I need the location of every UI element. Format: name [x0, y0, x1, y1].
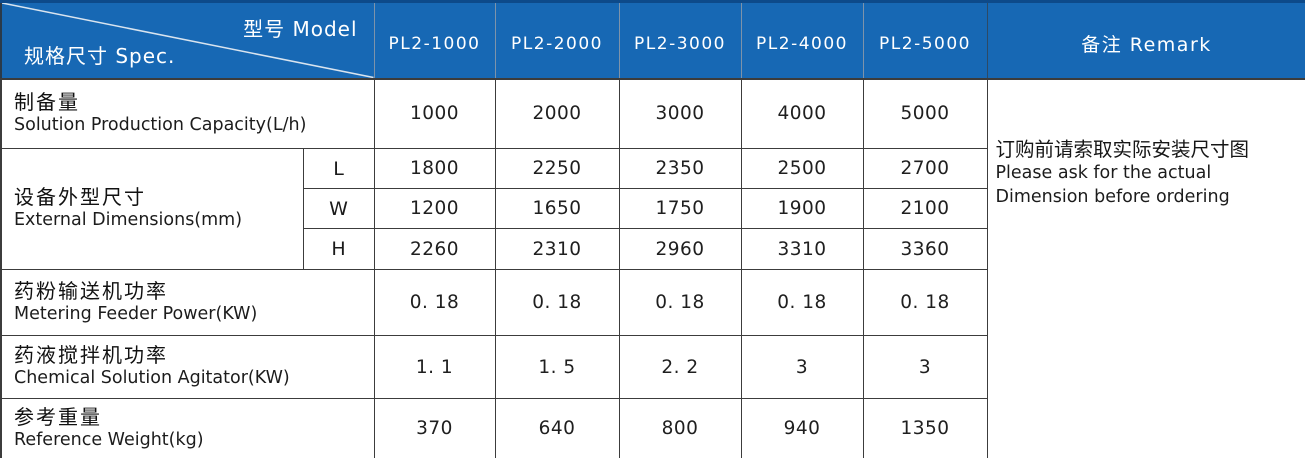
label-feeder-power: 药粉输送机功率 Metering Feeder Power(KW)	[0, 269, 375, 336]
label-en: Chemical Solution Agitator(KW)	[14, 368, 290, 388]
dim-w-pl2-2000: 1650	[494, 188, 620, 229]
row-agitator-power: 药液搅拌机功率 Chemical Solution Agitator(KW) 1…	[0, 335, 1305, 399]
agitator-power-pl2-1000: 1. 1	[373, 335, 496, 399]
agitator-power-pl2-3000: 2. 2	[618, 335, 742, 399]
feeder-power-pl2-4000: 0. 18	[740, 269, 864, 336]
weight-pl2-5000: 1350	[862, 398, 988, 458]
model-header-pl2-3000: PL2-3000	[618, 0, 741, 80]
feeder-power-pl2-1000: 0. 18	[373, 269, 496, 336]
row-dimension-l: 设备外型尺寸 External Dimensions(mm) L 1800 22…	[0, 148, 1305, 270]
model-header-pl2-5000: PL2-5000	[862, 0, 987, 80]
label-en: External Dimensions(mm)	[14, 210, 243, 230]
capacity-value-pl2-4000: 4000	[740, 78, 864, 149]
dim-h-pl2-5000: 3360	[862, 228, 988, 270]
feeder-power-pl2-3000: 0. 18	[618, 269, 742, 336]
dim-l-pl2-4000: 2500	[740, 148, 864, 189]
capacity-value-pl2-1000: 1000	[373, 78, 496, 149]
feeder-power-pl2-5000: 0. 18	[862, 269, 988, 336]
label-en: Solution Production Capacity(L/h)	[14, 114, 307, 135]
model-header-pl2-2000: PL2-2000	[494, 0, 619, 80]
row-dimension-h: H 2260 2310 2960 3310 3360	[1, 228, 1305, 270]
label-en: Metering Feeder Power(KW)	[14, 303, 258, 324]
dim-l-pl2-1000: 1800	[373, 148, 496, 189]
agitator-power-pl2-4000: 3	[740, 335, 864, 399]
weight-pl2-2000: 640	[494, 398, 620, 458]
row-feeder-power: 药粉输送机功率 Metering Feeder Power(KW) 0. 18 …	[0, 269, 1305, 336]
model-header-pl2-4000: PL2-4000	[740, 0, 863, 80]
label-cn: 制备量	[14, 89, 80, 114]
capacity-value-pl2-3000: 3000	[618, 78, 742, 149]
remark-note-cn: 订购前请索取实际安装尺寸图	[995, 137, 1250, 161]
row-production-capacity: 制备量 Solution Production Capacity(L/h) 10…	[0, 78, 1305, 458]
model-axis-label: 型号 Model	[243, 17, 358, 41]
diagonal-divider-line	[5, 4, 373, 77]
feeder-power-pl2-2000: 0. 18	[494, 269, 620, 336]
dim-l-pl2-3000: 2350	[618, 148, 742, 189]
dim-h-pl2-4000: 3310	[740, 228, 864, 270]
label-cn: 参考重量	[14, 404, 102, 429]
dim-w-pl2-4000: 1900	[740, 188, 864, 229]
weight-pl2-3000: 800	[618, 398, 742, 458]
row-reference-weight: 参考重量 Reference Weight(kg) 370 640 800 94…	[0, 398, 1305, 458]
remark-note-en-line1: Please ask for the actual	[995, 162, 1212, 183]
label-production-capacity: 制备量 Solution Production Capacity(L/h)	[0, 78, 375, 149]
dim-w-pl2-5000: 2100	[862, 188, 988, 229]
dim-l-pl2-5000: 2700	[862, 148, 988, 189]
model-header-pl2-1000: PL2-1000	[373, 0, 495, 80]
weight-pl2-4000: 940	[740, 398, 864, 458]
dim-h-pl2-1000: 2260	[373, 228, 496, 270]
diagonal-header-cell: 型号 Model 规格尺寸 Spec.	[0, 0, 374, 80]
dim-l-pl2-2000: 2250	[494, 148, 620, 189]
header-row: 型号 Model 规格尺寸 Spec. PL2-1000 PL2-2000 PL…	[0, 0, 1305, 80]
dim-h-pl2-2000: 2310	[494, 228, 620, 270]
capacity-value-pl2-2000: 2000	[494, 78, 620, 149]
row-dimension-w: W 1200 1650 1750 1900 2100	[1, 188, 1305, 229]
capacity-value-pl2-5000: 5000	[862, 78, 988, 149]
label-cn: 药液搅拌机功率	[14, 343, 168, 367]
label-agitator-power: 药液搅拌机功率 Chemical Solution Agitator(KW)	[0, 335, 375, 399]
remark-header: 备注 Remark	[986, 0, 1305, 80]
dim-w-pl2-1000: 1200	[373, 188, 496, 229]
remark-note-cell: 订购前请索取实际安装尺寸图 Please ask for the actual …	[986, 78, 1305, 458]
label-cn: 设备外型尺寸	[14, 185, 146, 209]
spec-axis-label: 规格尺寸 Spec.	[24, 43, 176, 68]
dimension-key-h: H	[302, 228, 375, 270]
agitator-power-pl2-5000: 3	[862, 335, 988, 399]
weight-pl2-1000: 370	[373, 398, 496, 458]
agitator-power-pl2-2000: 1. 5	[494, 335, 620, 399]
label-cn: 药粉输送机功率	[14, 278, 168, 303]
dimension-key-l: L	[302, 148, 375, 189]
dim-w-pl2-3000: 1750	[618, 188, 742, 229]
label-en: Reference Weight(kg)	[14, 429, 204, 450]
remark-note-en-line2: Dimension before ordering	[995, 186, 1230, 207]
label-external-dimensions: 设备外型尺寸 External Dimensions(mm)	[0, 148, 304, 270]
dim-h-pl2-3000: 2960	[618, 228, 742, 270]
dimension-key-w: W	[302, 188, 375, 229]
label-reference-weight: 参考重量 Reference Weight(kg)	[0, 398, 375, 458]
